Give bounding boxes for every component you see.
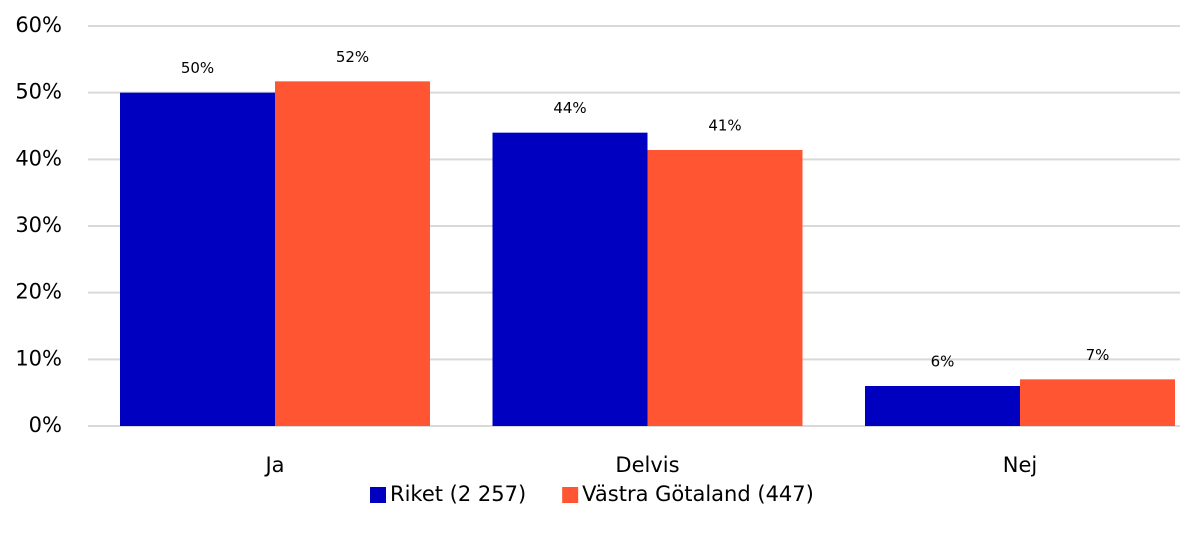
x-tick-label: Nej <box>1003 453 1037 477</box>
data-label: 44% <box>553 99 586 117</box>
bar <box>120 92 275 427</box>
legend-swatch <box>562 487 579 503</box>
legend-swatch <box>370 487 386 503</box>
data-label: 52% <box>336 48 369 66</box>
y-tick-label: 60% <box>15 13 62 37</box>
bar <box>275 81 430 426</box>
y-tick-label: 40% <box>15 146 62 170</box>
bar <box>492 132 648 426</box>
data-label: 7% <box>1086 346 1110 364</box>
legend-label: Västra Götaland (447) <box>582 482 814 506</box>
data-label: 50% <box>181 59 214 77</box>
y-tick-label: 10% <box>15 346 62 370</box>
y-tick-label: 50% <box>15 80 62 104</box>
data-label: 41% <box>708 117 741 135</box>
y-tick-label: 20% <box>15 280 62 304</box>
data-label: 6% <box>931 353 955 371</box>
bar <box>1020 379 1175 426</box>
bar <box>647 150 803 426</box>
y-tick-label: 30% <box>15 213 62 237</box>
x-tick-label: Delvis <box>615 453 679 477</box>
x-tick-label: Ja <box>263 453 284 477</box>
legend-label: Riket (2 257) <box>390 482 526 506</box>
y-tick-label: 0% <box>29 413 62 437</box>
bar <box>865 386 1020 426</box>
